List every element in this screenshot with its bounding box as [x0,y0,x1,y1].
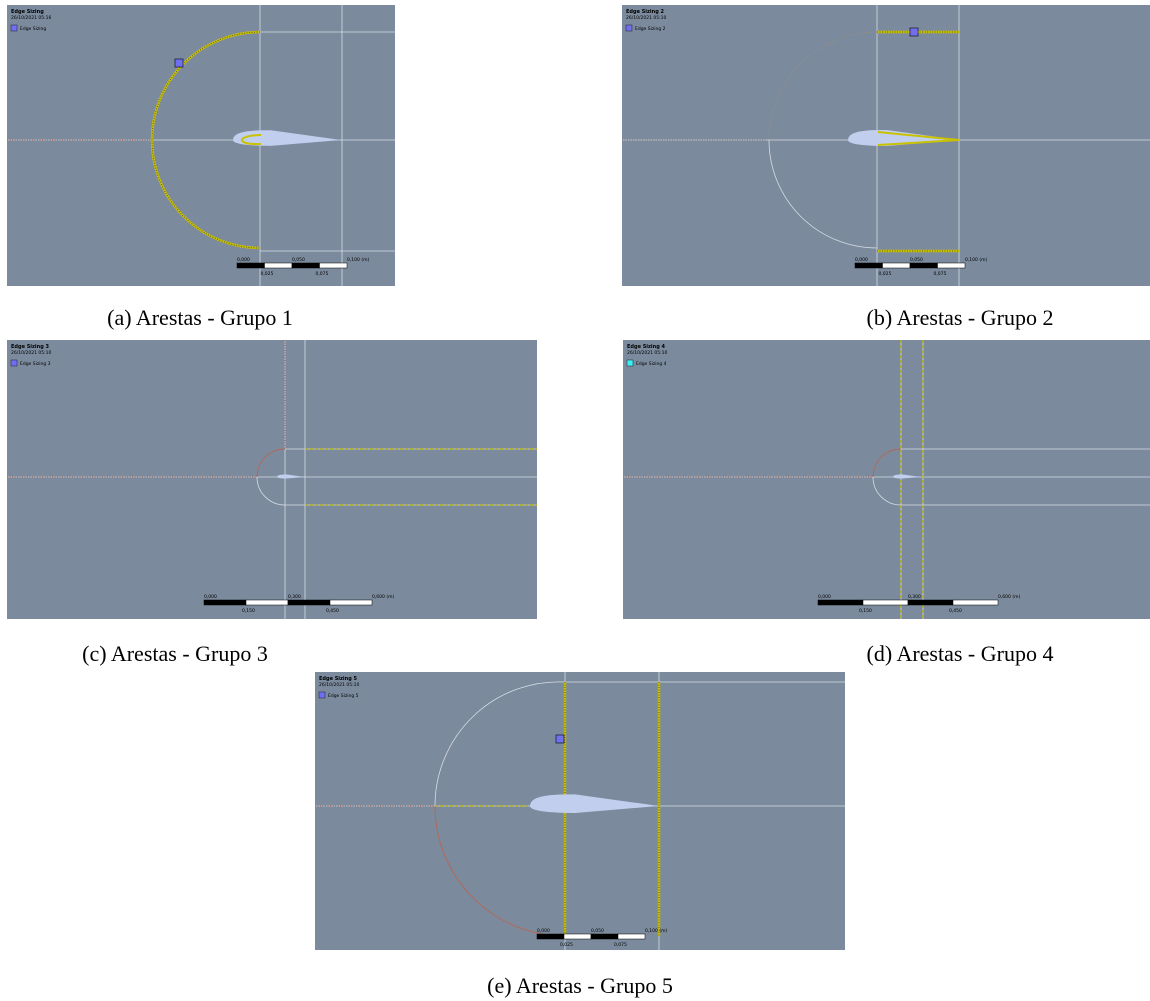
edge-arc [769,32,877,140]
scale-bar [292,263,320,268]
scale-bar [938,263,966,268]
scale-label: 0,100 (m) [965,257,987,263]
scale-label: 0,025 [261,271,274,277]
legend-label: Edge Sizing [20,26,46,32]
scale-label: 0,600 (m) [998,594,1020,600]
scale-label: 0,075 [614,942,627,948]
scale-label: 0,450 [949,608,962,614]
scale-label: 0,150 [859,608,872,614]
airfoil [893,474,921,478]
scale-label: 0,300 [908,594,921,600]
scale-bar [330,600,372,605]
legend-swatch [627,360,633,366]
panel-title: Edge Sizing 5 [319,676,358,682]
edge-marker [556,735,564,743]
legend-swatch [626,25,632,31]
figure: Edge Sizing26/10/2021 05:16Edge Sizing0,… [0,0,1150,1001]
caption: (a) Arestas - Grupo 1 [107,305,293,331]
edge-arc [257,449,285,477]
scale-bar [591,934,618,939]
scale-label: 0,100 (m) [347,257,369,263]
timestamp: 26/10/2021 05:10 [11,350,51,356]
timestamp: 26/10/2021 05:10 [627,350,667,356]
guide-arc [873,477,901,505]
panel-title: Edge Sizing [11,9,44,15]
edge-arc [435,806,565,936]
caption: (d) Arestas - Grupo 4 [867,641,1054,667]
timestamp: 26/10/2021 05:10 [319,682,359,688]
scale-bar [564,934,591,939]
scale-bar [204,600,246,605]
guide-arc [257,477,285,505]
legend-swatch [11,360,17,366]
scale-label: 0,000 [537,928,550,934]
legend-swatch [319,692,325,698]
scale-bar [265,263,293,268]
scale-bar [537,934,564,939]
timestamp: 26/10/2021 05:10 [626,15,666,21]
legend-swatch [11,25,17,31]
scale-label: 0,000 [204,594,217,600]
scale-label: 0,050 [292,257,305,263]
scale-bar [863,600,908,605]
scale-label: 0,050 [591,928,604,934]
scale-bar [246,600,288,605]
scale-label: 0,000 [237,257,250,263]
scale-label: 0,025 [879,271,892,277]
scale-label: 0,025 [560,942,573,948]
guide-arc [769,140,877,248]
scale-bar [910,263,938,268]
scale-label: 0,150 [242,608,255,614]
scale-bar [883,263,911,268]
scale-bar [908,600,953,605]
scale-label: 0,075 [934,271,947,277]
edge-arc [873,449,901,477]
scale-label: 0,000 [855,257,868,263]
scale-label: 0,100 (m) [645,928,667,934]
scale-bar [320,263,348,268]
airfoil [530,794,659,813]
edge-marker [910,28,918,36]
scale-label: 0,000 [818,594,831,600]
scale-bar [855,263,883,268]
timestamp: 26/10/2021 05:16 [11,15,51,21]
legend-label: Edge Sizing 5 [328,693,359,699]
scale-label: 0,300 [288,594,301,600]
edge-marker [175,59,183,67]
scale-label: 0,450 [326,608,339,614]
caption: (e) Arestas - Grupo 5 [487,973,673,999]
panel-title: Edge Sizing 3 [11,344,50,350]
legend-label: Edge Sizing 2 [635,26,666,32]
airfoil [277,474,305,478]
scale-bar [237,263,265,268]
legend-label: Edge Sizing 4 [636,361,667,367]
scale-label: 0,050 [910,257,923,263]
panel-title: Edge Sizing 2 [626,9,665,15]
caption: (b) Arestas - Grupo 2 [867,305,1054,331]
panel-title: Edge Sizing 4 [627,344,666,350]
scale-label: 0,075 [316,271,329,277]
guide-arc [435,682,565,806]
legend-label: Edge Sizing 3 [20,361,51,367]
scale-bar [288,600,330,605]
scale-bar [618,934,645,939]
scale-bar [818,600,863,605]
caption: (c) Arestas - Grupo 3 [82,641,268,667]
scale-bar [953,600,998,605]
scale-label: 0,600 (m) [372,594,394,600]
